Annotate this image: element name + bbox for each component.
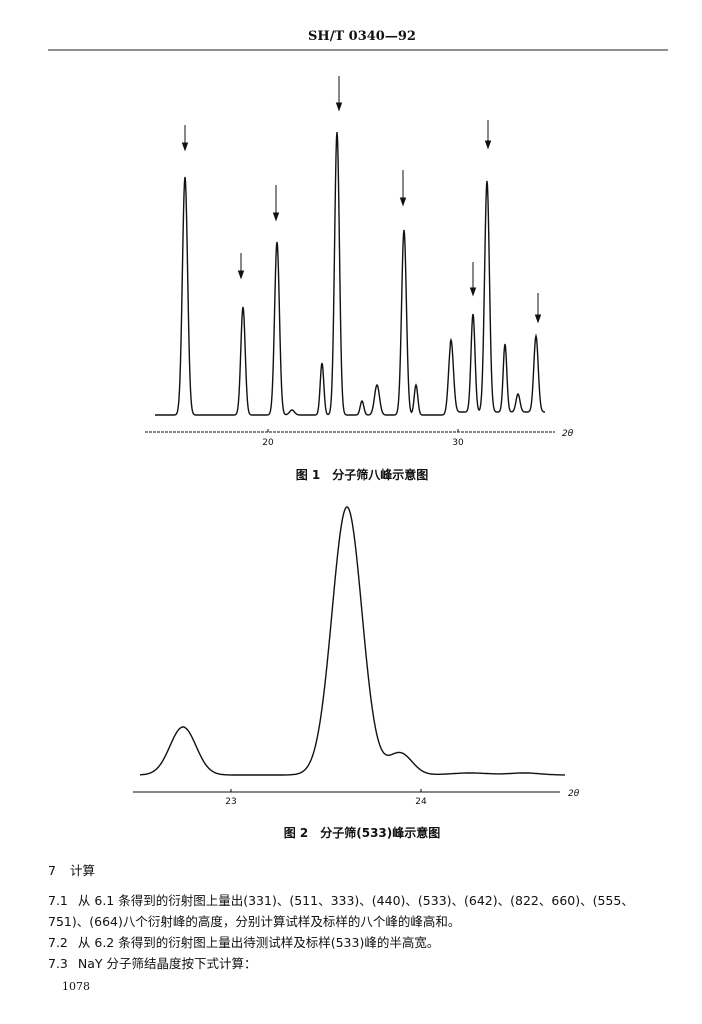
figure-caption: 图 2 分子筛(533)峰示意图: [283, 826, 441, 840]
arrow-head: [237, 270, 245, 280]
figure-2: 23 24 2θ: [133, 506, 580, 807]
paragraph-number: 7.1: [48, 893, 68, 908]
section-number: 7: [48, 863, 56, 878]
arrow-head: [335, 102, 343, 112]
paragraph: 7.2 从 6.2 条得到的衍射图上量出待测试样及标样(533)峰的半高宽。: [48, 932, 674, 953]
x-tick-label: 24: [415, 797, 427, 807]
paragraph: 7.1 从 6.1 条得到的衍射图上量出(331)、(511、333)、(440)…: [48, 890, 674, 932]
diffraction-curve: [155, 131, 545, 416]
page-number: 1078: [62, 980, 90, 993]
x-tick-label: 20: [262, 438, 274, 448]
x-tick-label: 23: [225, 797, 236, 807]
arrow-head: [469, 287, 477, 297]
paragraph-text: NaY 分子筛结晶度按下式计算：: [77, 956, 257, 971]
paragraph-number: 7.2: [48, 935, 68, 950]
paragraph-text: 从 6.2 条得到的衍射图上量出待测试样及标样(533)峰的半高宽。: [77, 935, 440, 950]
arrow-head: [181, 142, 189, 152]
paragraph-number: 7.3: [48, 956, 68, 971]
arrow-head: [272, 212, 280, 222]
section-title: 计算: [69, 863, 95, 878]
x-axis-label: 2θ: [568, 789, 580, 799]
section-heading: 7 计算: [48, 860, 109, 879]
figure-caption: 图 1 分子筛八峰示意图: [295, 468, 429, 482]
diffraction-curve: [140, 506, 565, 776]
header: SH/T 0340—92: [308, 29, 416, 44]
arrow-head: [534, 314, 542, 324]
peak-arrows: [181, 76, 542, 324]
arrow-head: [484, 140, 492, 150]
arrow-head: [399, 197, 407, 207]
x-axis-label: 2θ: [562, 429, 574, 439]
paragraph: 7.3 NaY 分子筛结晶度按下式计算：: [48, 953, 674, 974]
figure-1: 20 30 2θ: [145, 76, 574, 448]
paragraph-text: 从 6.1 条得到的衍射图上量出(331)、(511、333)、(440)、(5…: [48, 893, 634, 929]
x-tick-label: 30: [452, 438, 464, 448]
